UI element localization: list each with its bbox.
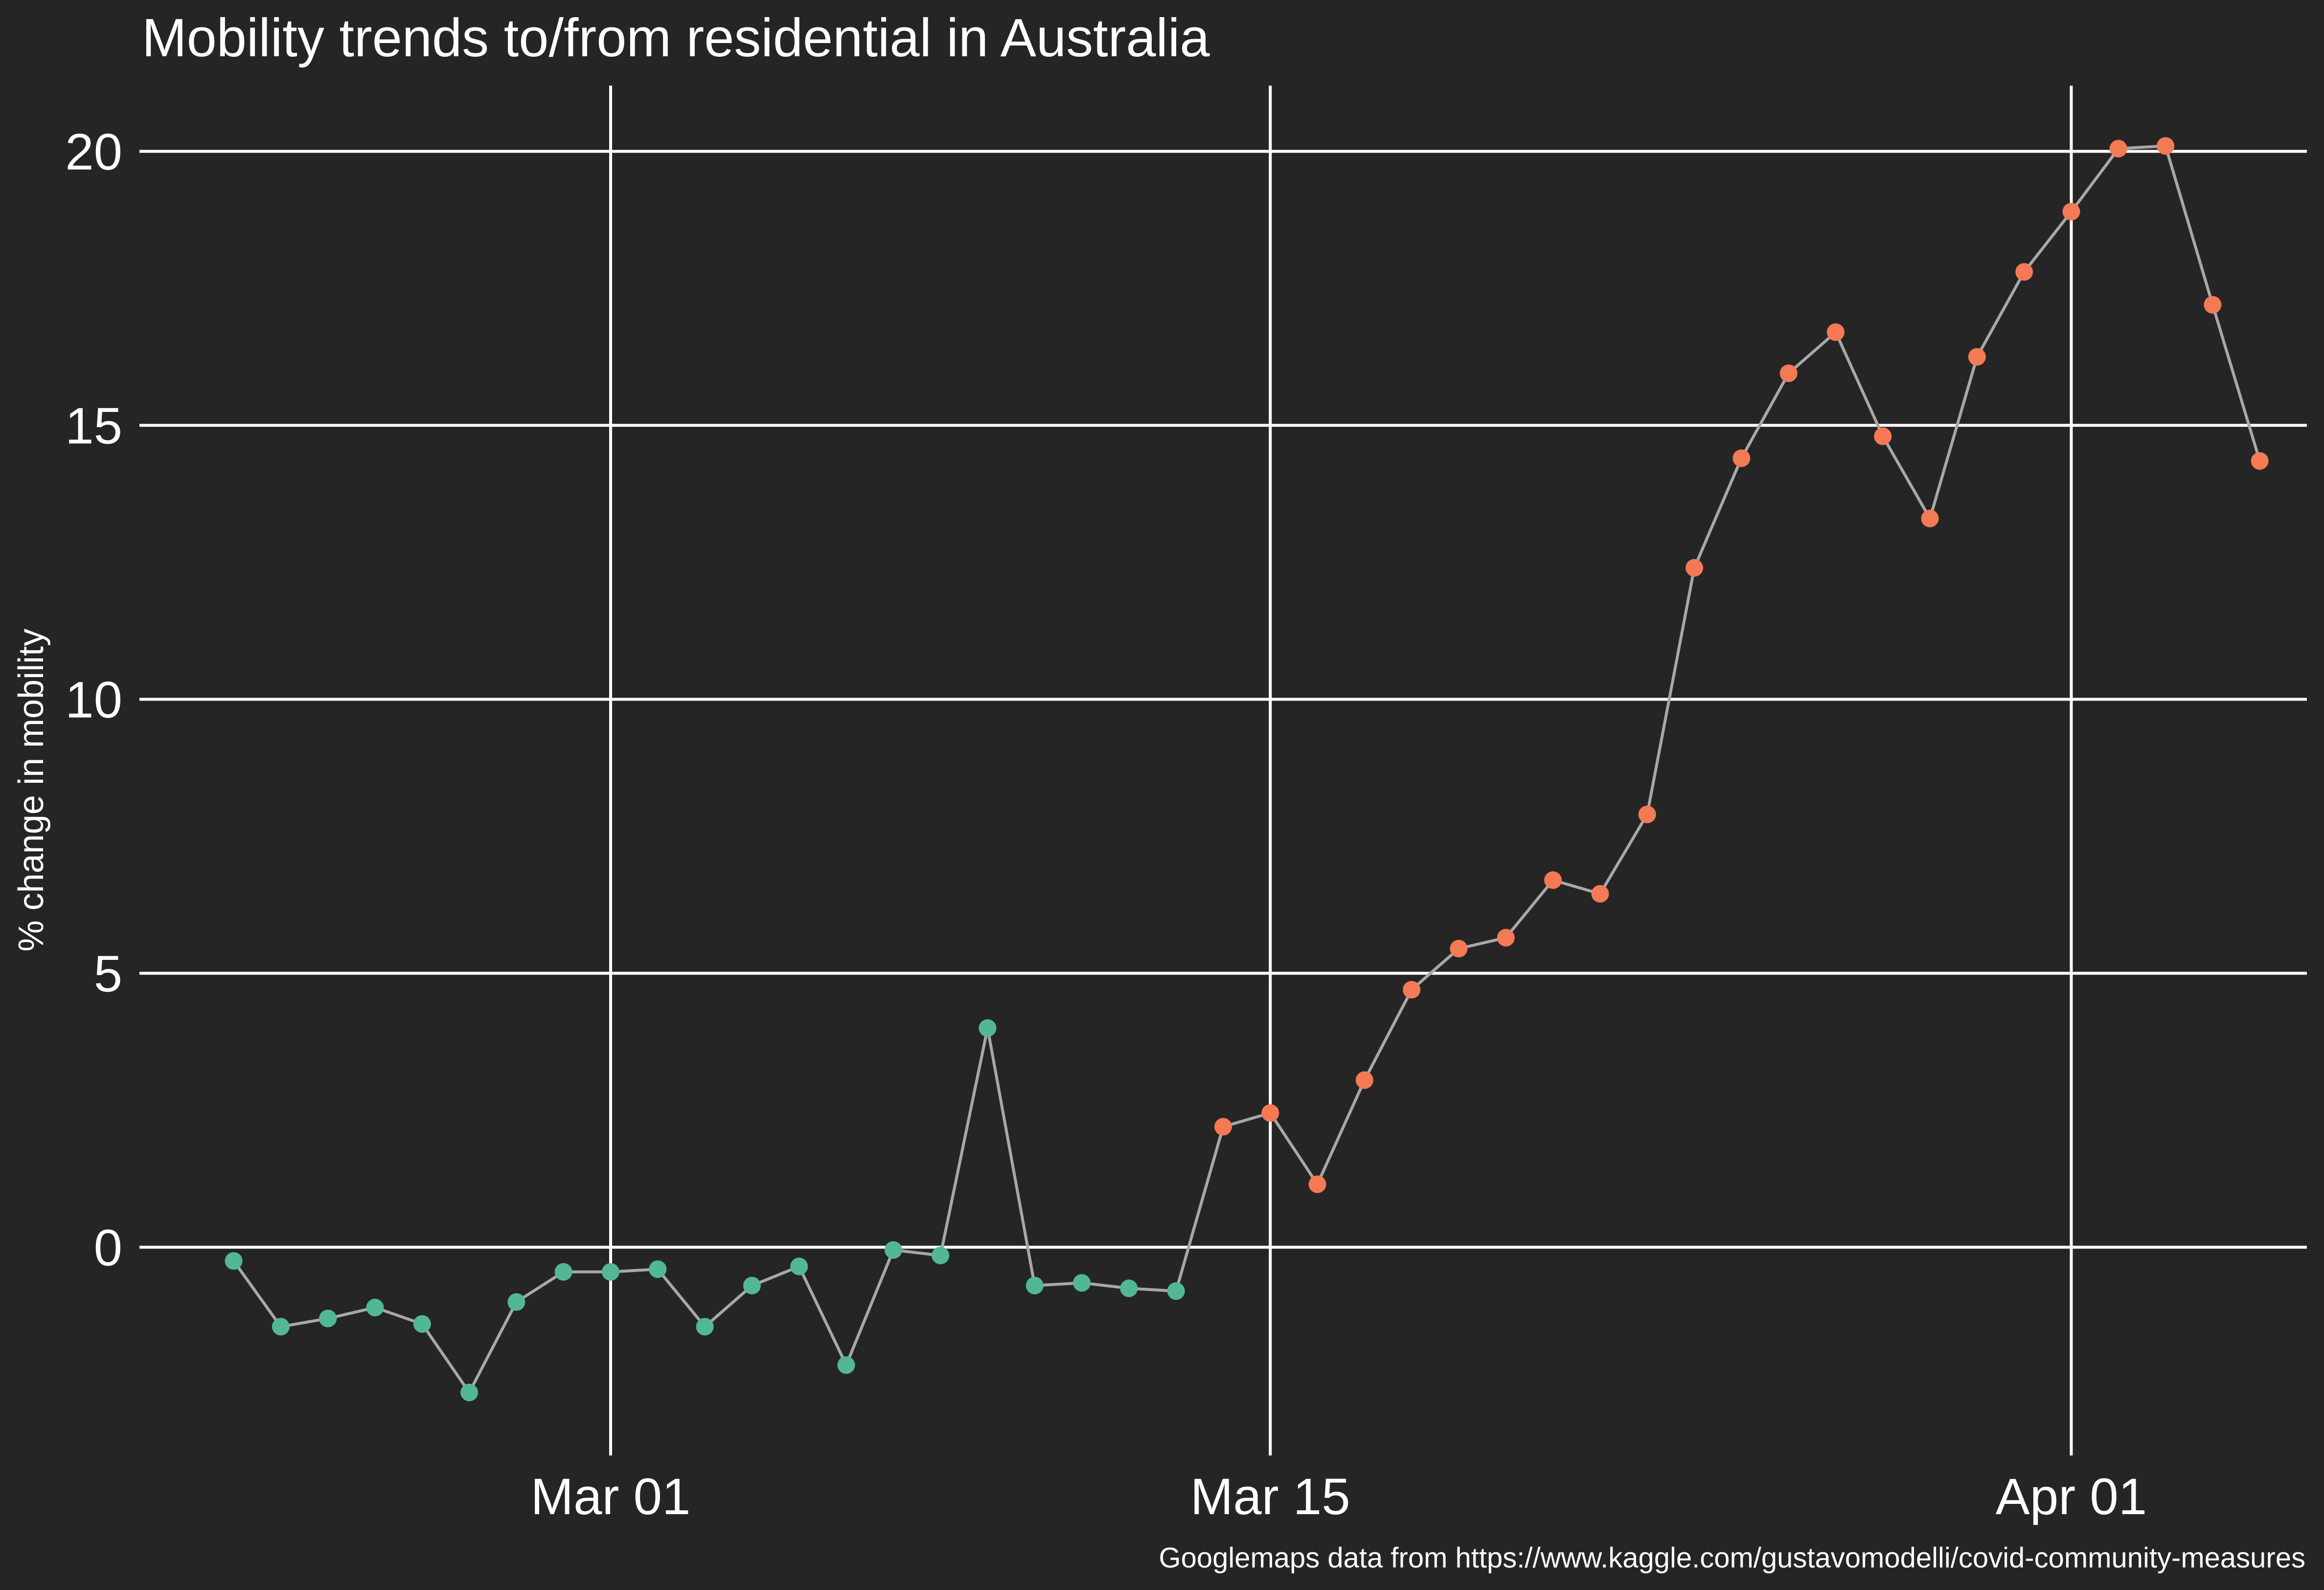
data-point-2020-03-31 — [2015, 263, 2033, 281]
data-point-2020-02-23 — [272, 1317, 290, 1336]
data-point-2020-02-22 — [225, 1252, 243, 1270]
data-point-2020-03-01 — [602, 1263, 620, 1281]
data-point-2020-03-02 — [649, 1260, 667, 1278]
data-point-2020-02-24 — [319, 1310, 337, 1327]
x-tick-label-2020-03-15: Mar 15 — [1190, 1468, 1350, 1525]
data-point-2020-03-13 — [1167, 1282, 1185, 1300]
data-point-2020-03-21 — [1544, 871, 1562, 889]
vertical-gridlines — [609, 86, 2073, 1455]
chart-title: Mobility trends to/from residential in A… — [142, 8, 1210, 68]
data-point-2020-02-29 — [554, 1263, 572, 1281]
data-point-2020-03-26 — [1779, 364, 1798, 382]
y-axis-ticks: 0 5 10 15 20 — [65, 123, 122, 1276]
data-point-2020-04-01 — [2062, 203, 2080, 221]
data-point-2020-03-14 — [1214, 1118, 1232, 1136]
y-axis-label: % change in mobility — [12, 629, 51, 952]
data-point-2020-03-08 — [932, 1247, 950, 1265]
y-tick-label-20: 20 — [65, 123, 122, 181]
data-point-2020-03-06 — [837, 1356, 855, 1374]
data-point-2020-03-03 — [696, 1317, 714, 1336]
chart-caption: Googlemaps data from https://www.kaggle.… — [1159, 1542, 2305, 1574]
data-point-2020-03-05 — [790, 1257, 808, 1275]
data-point-2020-04-02 — [2109, 139, 2127, 158]
data-point-2020-02-26 — [413, 1315, 431, 1333]
y-tick-label-15: 15 — [65, 397, 122, 454]
data-point-2020-02-25 — [366, 1298, 384, 1317]
data-point-2020-03-18 — [1403, 981, 1421, 999]
data-point-2020-03-11 — [1073, 1274, 1091, 1292]
y-tick-label-10: 10 — [65, 671, 122, 728]
data-point-2020-03-19 — [1450, 940, 1468, 957]
data-point-2020-03-10 — [1025, 1276, 1044, 1295]
data-point-2020-03-15 — [1261, 1104, 1279, 1122]
data-point-2020-04-03 — [2157, 137, 2175, 155]
x-tick-label-2020-04-01: Apr 01 — [1996, 1468, 2147, 1525]
data-point-2020-03-24 — [1686, 559, 1704, 577]
data-point-2020-03-25 — [1732, 449, 1751, 467]
data-point-2020-03-04 — [743, 1276, 761, 1295]
x-axis-ticks: Mar 01 Mar 15 Apr 01 — [531, 1468, 2147, 1525]
data-point-2020-03-30 — [1968, 348, 1986, 366]
data-point-2020-04-05 — [2251, 452, 2269, 470]
horizontal-gridlines — [139, 150, 2307, 1249]
data-point-2020-03-12 — [1120, 1279, 1138, 1297]
data-point-2020-03-20 — [1497, 929, 1515, 947]
data-point-2020-02-27 — [460, 1384, 478, 1402]
data-point-2020-02-28 — [507, 1293, 525, 1311]
data-point-2020-03-07 — [884, 1241, 902, 1259]
data-point-2020-03-28 — [1874, 427, 1892, 445]
data-point-2020-03-27 — [1826, 323, 1845, 341]
x-tick-label-2020-03-01: Mar 01 — [531, 1468, 691, 1525]
y-tick-label-5: 5 — [94, 945, 122, 1002]
y-tick-label-0: 0 — [94, 1219, 122, 1276]
data-point-2020-03-17 — [1355, 1071, 1373, 1089]
data-point-2020-03-23 — [1638, 805, 1656, 823]
data-point-2020-03-22 — [1591, 885, 1609, 903]
data-point-2020-03-29 — [1921, 509, 1939, 527]
data-point-2020-04-04 — [2204, 296, 2222, 314]
data-points — [225, 137, 2269, 1402]
data-point-2020-03-09 — [979, 1019, 997, 1037]
data-point-2020-03-16 — [1308, 1175, 1326, 1193]
